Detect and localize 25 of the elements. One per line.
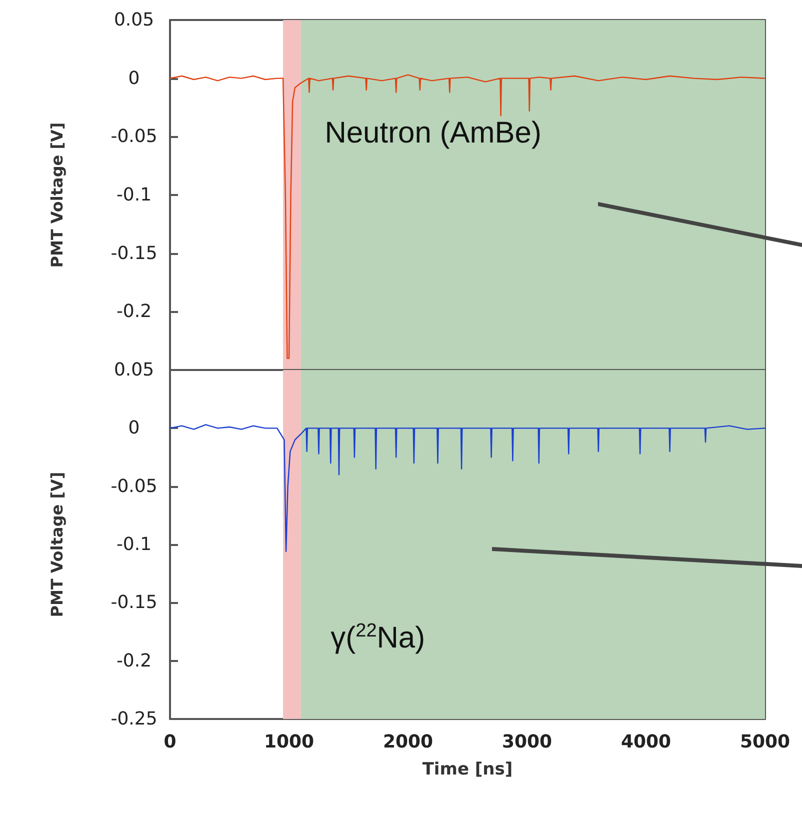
line-series (169, 74, 766, 359)
x-tick-label: 1000 (264, 732, 314, 752)
y-tick-label: -0.1 (116, 184, 152, 206)
y-tick-label: 0 (128, 68, 140, 89)
y-tick-label: 0.05 (114, 360, 154, 380)
y-tick-label: -0.2 (116, 301, 152, 322)
y-tick-label: -0.25 (110, 708, 158, 730)
x-axis-title: Time [ns] (422, 760, 513, 780)
annotation: Neutron (AmBe) (324, 116, 542, 150)
x-tick-label: 5000 (740, 732, 790, 752)
y-tick-label: 0 (128, 418, 140, 439)
y-tick-label: -0.2 (116, 650, 152, 672)
y-tick-label: 0.05 (114, 10, 154, 30)
x-tick-label: 3000 (502, 732, 552, 752)
y-tick-label: -0.15 (110, 592, 158, 614)
y-axis-title: PMT Voltage [V] (48, 122, 66, 268)
line-series (169, 424, 766, 552)
y-axis-title: PMT Voltage [V] (48, 472, 66, 618)
y-tick-label: -0.15 (110, 242, 158, 264)
y-tick-label: -0.1 (116, 534, 152, 555)
y-tick-label: -0.05 (110, 476, 158, 497)
x-tick-label: 0 (164, 732, 176, 752)
x-tick-label: 4000 (620, 732, 672, 752)
x-tick-label: 2000 (382, 732, 434, 752)
y-tick-label: -0.05 (110, 126, 158, 148)
